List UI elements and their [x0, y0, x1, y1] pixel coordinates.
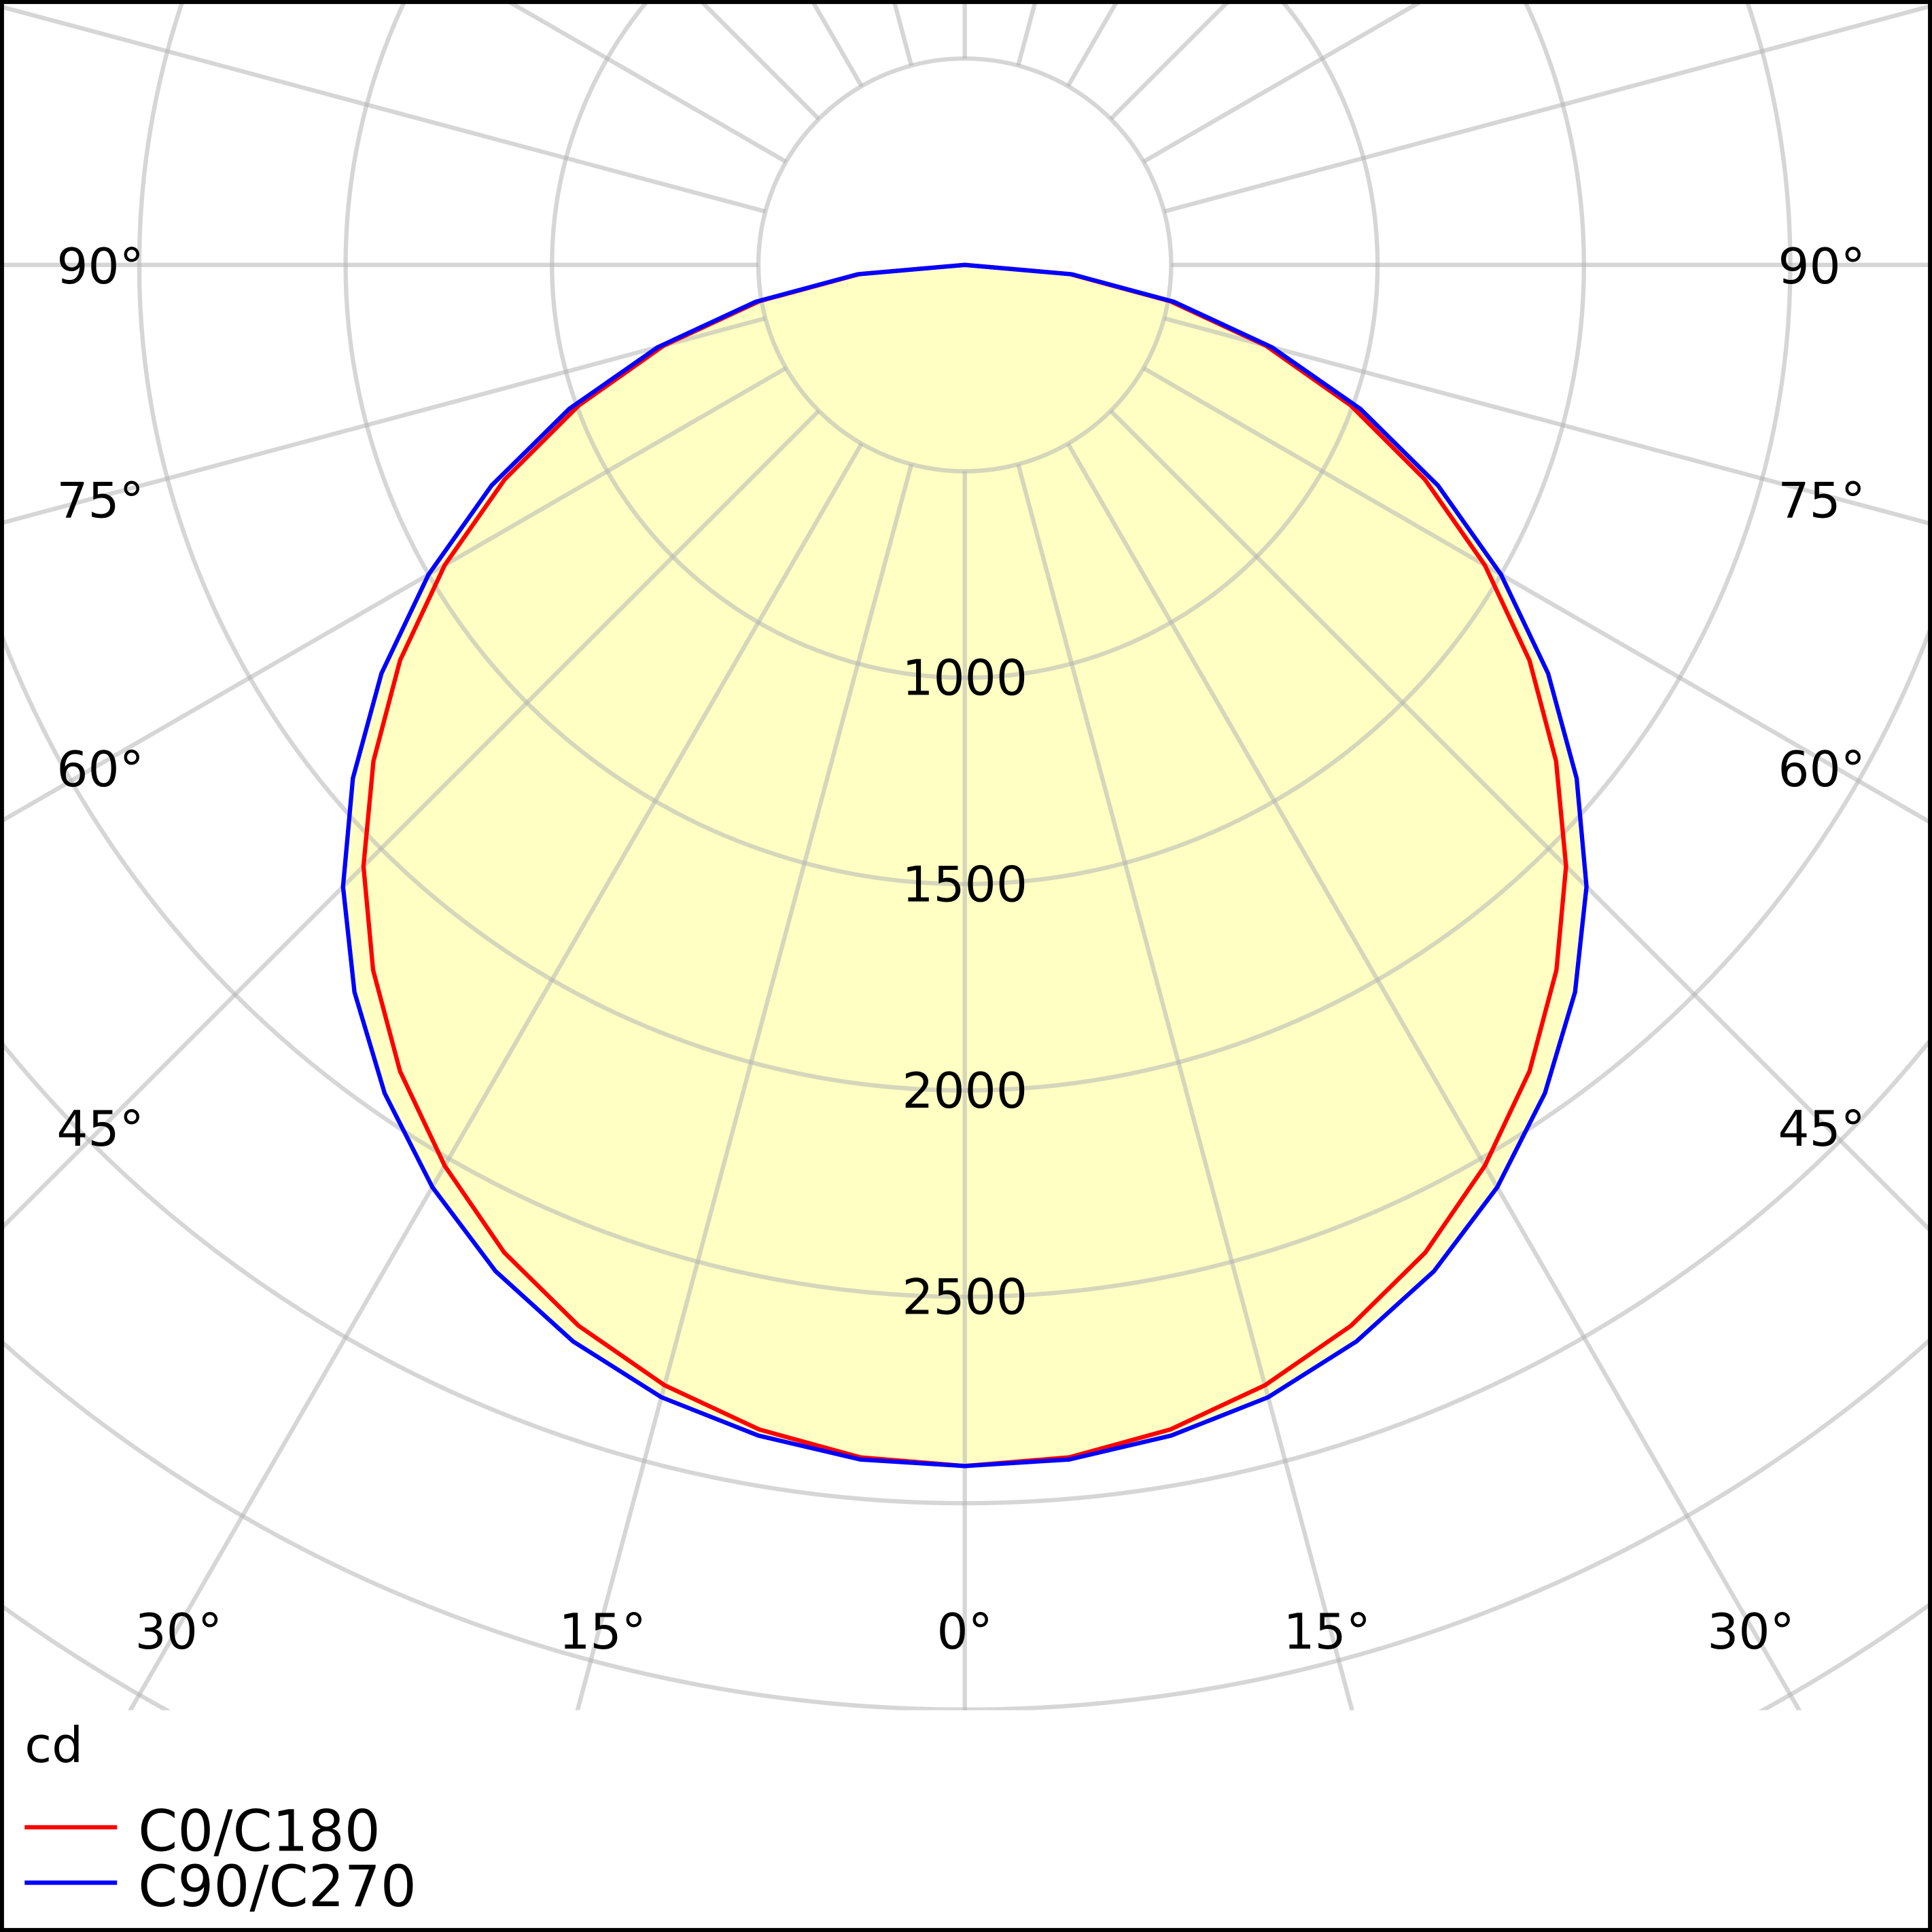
grid-spoke	[1109, 409, 1932, 1235]
legend-label-c90-c270: C90/C270	[138, 1854, 417, 1920]
radial-tick-label: 1000	[902, 650, 1028, 707]
angle-tick-label-left: 90°	[56, 239, 144, 296]
angle-tick-label-right: 60°	[1778, 741, 1865, 798]
intensity-curves	[340, 262, 1589, 1469]
angle-tick-label-right: 45°	[1778, 1101, 1865, 1158]
grid-spoke	[0, 409, 821, 1233]
grid-spoke	[1142, 366, 1932, 826]
angle-tick-label-bottom: 15°	[559, 1604, 646, 1661]
curve-c90-c270	[340, 262, 1589, 1469]
grid-spoke	[1066, 442, 1930, 1932]
grid-spoke	[1163, 3, 1932, 214]
angle-tick-label-right: 90°	[1778, 239, 1865, 296]
angle-tick-label-bottom: 30°	[135, 1604, 223, 1661]
angle-tick-label-left: 45°	[56, 1101, 144, 1158]
angle-tick-label-left: 75°	[56, 473, 144, 530]
angle-tick-label-bottom: 0°	[936, 1604, 992, 1661]
radial-tick-label: 2000	[902, 1063, 1028, 1120]
grid-spoke	[1163, 316, 1932, 527]
radial-tick-label: 1500	[902, 856, 1028, 913]
angle-tick-label-bottom: 30°	[1707, 1604, 1795, 1661]
grid-spoke	[0, 442, 864, 1932]
angle-tick-label-left: 60°	[56, 741, 144, 798]
radial-tick-label: 2500	[902, 1269, 1028, 1327]
legend-label-c0-c180: C0/C180	[138, 1798, 381, 1864]
angle-tick-label-bottom: 15°	[1283, 1604, 1371, 1661]
legend-unit-label: cd	[24, 1717, 83, 1774]
grid-spoke	[0, 4, 767, 214]
tick-labels: 1000 1500 2000 2500 90° 75° 60° 45° 90° 75° 60° 45°…	[56, 239, 1865, 1661]
legend-area	[0, 1710, 1932, 1932]
angle-tick-label-right: 75°	[1778, 473, 1865, 530]
grid-spoke	[0, 316, 767, 526]
legend: cd C0/C180 C90/C270	[24, 1717, 417, 1920]
grid-spoke	[0, 366, 788, 825]
